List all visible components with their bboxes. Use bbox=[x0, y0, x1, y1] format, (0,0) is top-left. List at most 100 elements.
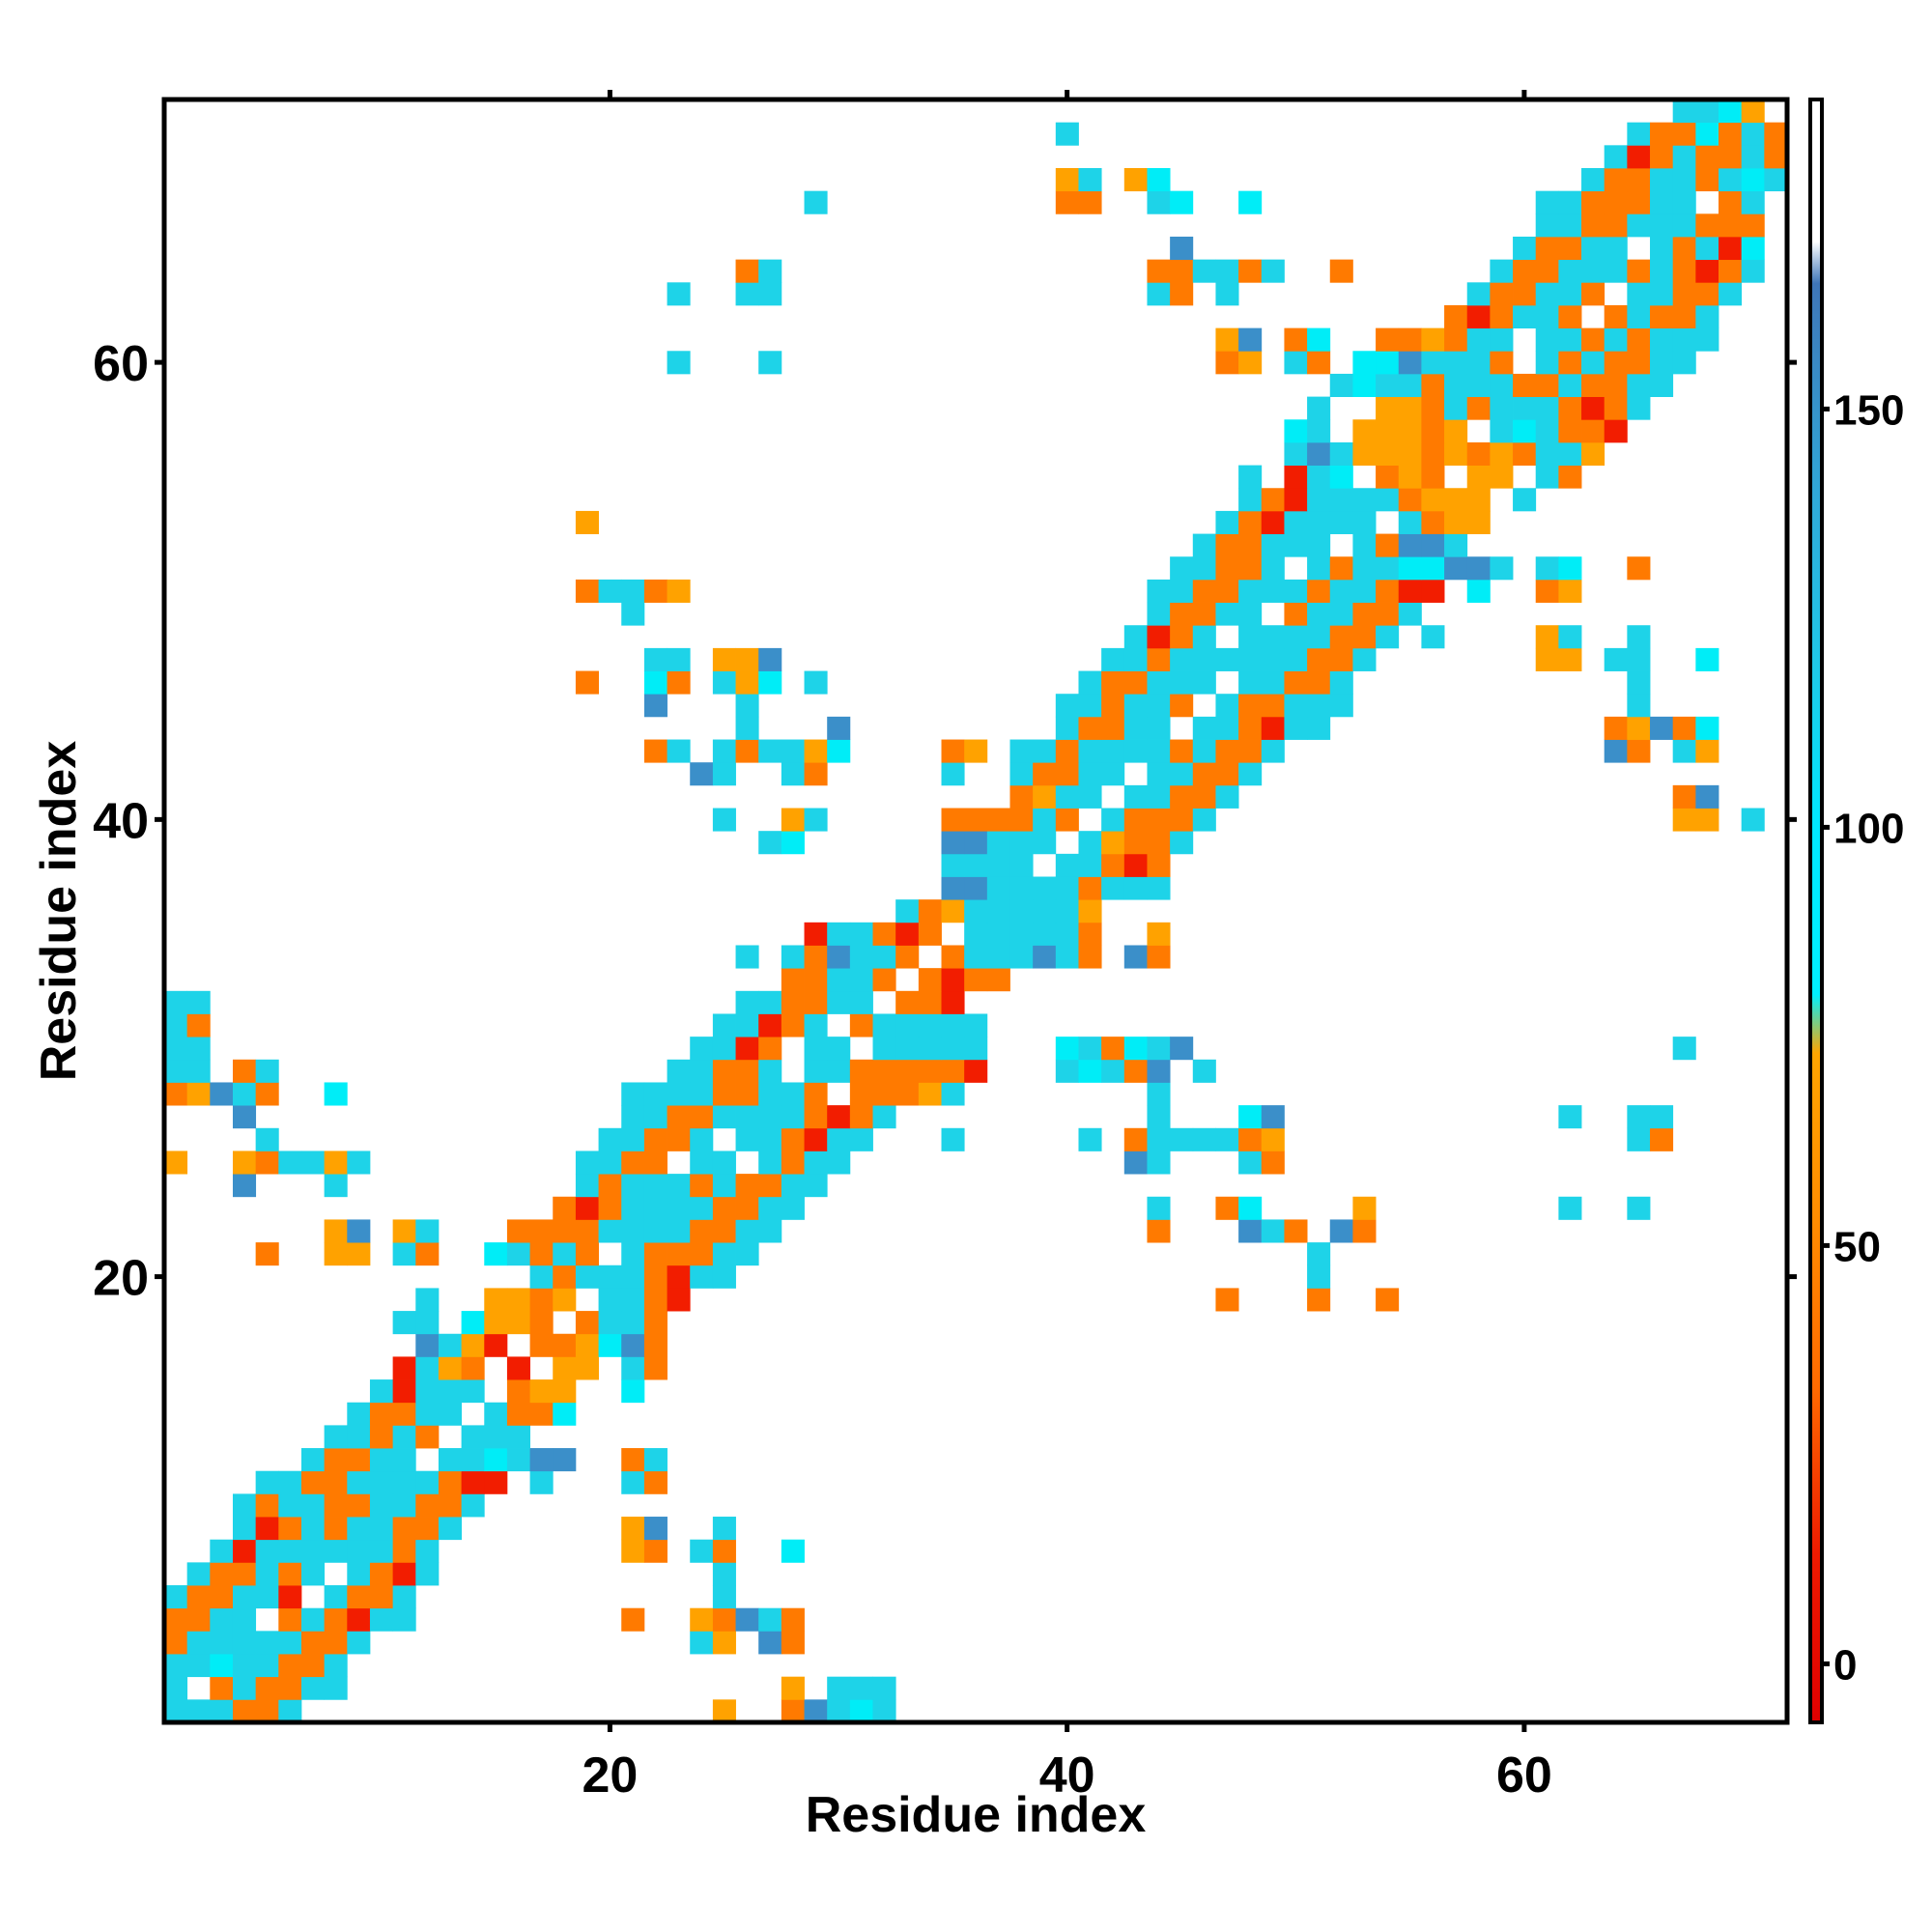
heatmap-cell bbox=[1078, 739, 1102, 763]
heatmap-cell bbox=[1398, 441, 1422, 466]
heatmap-cell bbox=[1398, 510, 1422, 534]
heatmap-cell bbox=[506, 1356, 530, 1380]
heatmap-cell bbox=[1055, 762, 1079, 786]
heatmap-cell bbox=[1513, 441, 1537, 466]
heatmap-cell bbox=[1192, 625, 1216, 649]
heatmap-cell bbox=[1284, 327, 1308, 352]
heatmap-cell bbox=[598, 1264, 622, 1289]
heatmap-cell bbox=[712, 1539, 736, 1563]
heatmap-cell bbox=[758, 1174, 782, 1198]
heatmap-cell bbox=[164, 1607, 188, 1632]
heatmap-cell bbox=[667, 647, 691, 671]
heatmap-cell bbox=[1192, 808, 1216, 832]
heatmap-cell bbox=[1238, 1196, 1263, 1220]
heatmap-cell bbox=[667, 579, 691, 603]
heatmap-cell bbox=[506, 1219, 530, 1243]
heatmap-cell bbox=[1627, 556, 1651, 581]
heatmap-cell bbox=[1147, 739, 1171, 763]
heatmap-cell bbox=[1238, 1127, 1263, 1151]
heatmap-cell bbox=[1466, 510, 1491, 534]
heatmap-cell bbox=[1535, 373, 1559, 397]
heatmap-cell bbox=[1284, 533, 1308, 557]
heatmap-cell bbox=[1352, 441, 1377, 466]
heatmap-cell bbox=[232, 1607, 257, 1632]
heatmap-cell bbox=[506, 1425, 530, 1449]
heatmap-cell bbox=[324, 1585, 348, 1609]
heatmap-cell bbox=[415, 1493, 440, 1518]
heatmap-cell bbox=[1741, 167, 1765, 192]
heatmap-cell bbox=[255, 1242, 279, 1266]
heatmap-cell bbox=[278, 1493, 302, 1518]
heatmap-cell bbox=[1147, 716, 1171, 740]
heatmap-cell bbox=[1535, 419, 1559, 443]
heatmap-cell bbox=[827, 1699, 851, 1723]
heatmap-cell bbox=[918, 1013, 942, 1037]
heatmap-cell bbox=[553, 1333, 577, 1357]
heatmap-cell bbox=[895, 899, 920, 923]
heatmap-cell bbox=[1192, 739, 1216, 763]
heatmap-cell bbox=[1376, 465, 1400, 489]
heatmap-cell bbox=[1261, 259, 1285, 283]
heatmap-cell bbox=[735, 1037, 759, 1061]
heatmap-cell bbox=[1078, 876, 1102, 900]
heatmap-cell bbox=[1215, 259, 1239, 283]
heatmap-cell bbox=[1672, 145, 1696, 169]
heatmap-cell bbox=[1147, 694, 1171, 718]
heatmap-cell bbox=[758, 259, 782, 283]
heatmap-cell bbox=[278, 1151, 302, 1175]
heatmap-cell bbox=[1490, 556, 1514, 581]
heatmap-cell bbox=[1307, 556, 1331, 581]
heatmap-cell bbox=[1123, 808, 1148, 832]
heatmap-cell bbox=[1170, 670, 1194, 695]
heatmap-cell bbox=[415, 1333, 440, 1357]
heatmap-cell bbox=[690, 762, 714, 786]
heatmap-cell bbox=[324, 1676, 348, 1700]
heatmap-cell bbox=[621, 1264, 645, 1289]
heatmap-cell bbox=[461, 1470, 485, 1494]
heatmap-cell bbox=[1055, 876, 1079, 900]
heatmap-cell bbox=[1513, 282, 1537, 306]
heatmap-cell bbox=[278, 1470, 302, 1494]
heatmap-cell bbox=[1376, 533, 1400, 557]
heatmap-cell bbox=[1307, 327, 1331, 352]
heatmap-cell bbox=[849, 1082, 873, 1106]
heatmap-cell bbox=[553, 1242, 577, 1266]
heatmap-cell bbox=[827, 1059, 851, 1083]
heatmap-cell bbox=[872, 1037, 896, 1061]
heatmap-cell bbox=[895, 1037, 920, 1061]
heatmap-cell bbox=[941, 968, 965, 992]
heatmap-cell bbox=[1238, 510, 1263, 534]
heatmap-cell bbox=[1261, 1219, 1285, 1243]
heatmap-cell bbox=[781, 1699, 805, 1723]
heatmap-cell bbox=[598, 1288, 622, 1312]
heatmap-cell bbox=[1558, 556, 1582, 581]
heatmap-cell bbox=[690, 1127, 714, 1151]
heatmap-cell bbox=[758, 1127, 782, 1151]
heatmap-cell bbox=[232, 1105, 257, 1129]
heatmap-cell bbox=[758, 1059, 782, 1083]
heatmap-cell bbox=[1719, 99, 1743, 124]
heatmap-cell bbox=[1764, 122, 1788, 146]
heatmap-cell bbox=[1123, 670, 1148, 695]
heatmap-cell bbox=[1695, 304, 1719, 329]
heatmap-cell bbox=[461, 1333, 485, 1357]
heatmap-cell bbox=[1604, 167, 1628, 192]
heatmap-cell bbox=[324, 1517, 348, 1541]
heatmap-cell bbox=[347, 1242, 371, 1266]
heatmap-cell bbox=[210, 1562, 234, 1586]
colorbar: 0 50 100 150 bbox=[1808, 98, 1904, 1724]
heatmap-cell bbox=[1650, 236, 1674, 261]
heatmap-cell bbox=[232, 1059, 257, 1083]
heatmap-cell bbox=[1741, 808, 1765, 832]
heatmap-cell bbox=[1123, 694, 1148, 718]
heatmap-cell bbox=[667, 1196, 691, 1220]
heatmap-cell bbox=[849, 1676, 873, 1700]
heatmap-cell bbox=[1627, 190, 1651, 214]
heatmap-cell bbox=[347, 1607, 371, 1632]
heatmap-cell bbox=[690, 1539, 714, 1563]
heatmap-cell bbox=[621, 1105, 645, 1129]
heatmap-cell bbox=[1421, 579, 1445, 603]
heatmap-cell bbox=[1535, 190, 1559, 214]
heatmap-cell bbox=[1078, 922, 1102, 946]
heatmap-cell bbox=[186, 1585, 211, 1609]
